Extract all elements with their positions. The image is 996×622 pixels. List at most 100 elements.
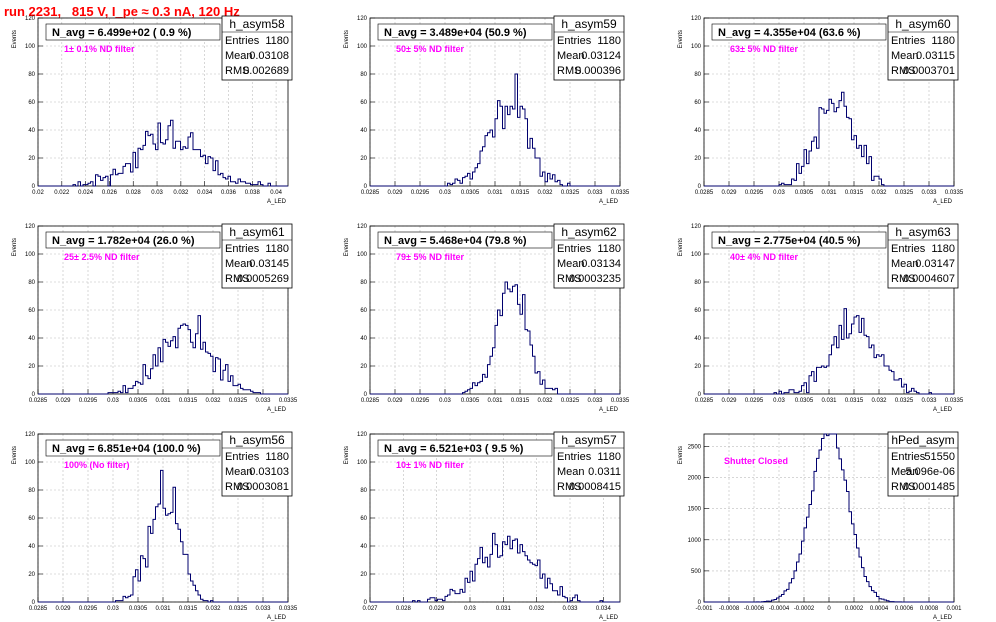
y-tick-label: 40 [360, 336, 367, 342]
stats-box [221, 223, 293, 289]
y-tick-label: 1000 [688, 538, 702, 544]
x-tick-label: 0.0305 [795, 398, 814, 404]
stats-key: RMS [891, 481, 915, 493]
histogram-series [370, 532, 620, 603]
y-tick-label: 80 [28, 72, 35, 78]
x-tick-label: 0.0006 [895, 606, 914, 612]
y-tick-label: 80 [360, 488, 367, 494]
stats-box [221, 15, 293, 81]
y-tick-label: 0 [698, 600, 702, 606]
stats-value: 0.0003081 [237, 481, 289, 493]
x-tick-label: 0.033 [587, 398, 603, 404]
x-tick-label: 0.033 [255, 398, 271, 404]
filter-label: 40± 4% ND filter [730, 252, 798, 262]
x-tick-label: 0.033 [562, 606, 578, 612]
x-axis-title: A_LED [267, 199, 287, 205]
histogram-series [704, 433, 954, 603]
x-tick-label: 0.0325 [561, 190, 580, 196]
y-tick-label: 60 [360, 308, 367, 314]
x-tick-label: 0.04 [270, 190, 282, 196]
x-tick-label: 0.0315 [511, 190, 530, 196]
navg-box [45, 439, 221, 457]
chart-h_asym58: 0.02 0.022 0.024 0.026 0.028 0.03 0.032 0.034 0.… [12, 15, 293, 205]
x-tick-label: 0.0325 [561, 398, 580, 404]
stats-value: 0.0003235 [569, 273, 621, 285]
x-tick-label: 0.0305 [129, 398, 148, 404]
navg-box [45, 231, 221, 249]
y-axis-title: Events [344, 238, 350, 256]
stats-value: 1180 [597, 243, 621, 255]
y-tick-label: 40 [360, 544, 367, 550]
x-tick-label: 0.02 [32, 190, 44, 196]
y-tick-label: 80 [28, 488, 35, 494]
y-tick-label: 0 [698, 392, 702, 398]
filter-label: 79± 5% ND filter [396, 252, 464, 262]
x-tick-label: 0.0004 [870, 606, 889, 612]
stats-title: hPed_asym [891, 433, 954, 447]
x-tick-label: 0.03 [107, 606, 119, 612]
stats-value: 0.0004607 [903, 273, 955, 285]
y-tick-label: 60 [360, 100, 367, 106]
x-tick-label: 0.031 [821, 398, 837, 404]
y-tick-label: 120 [691, 224, 702, 230]
x-tick-label: 0.0285 [29, 606, 48, 612]
x-tick-label: 0 [827, 606, 831, 612]
chart-h_asym61: 0.0285 0.029 0.0295 0.03 0.0305 0.031 0.0315 0.… [12, 223, 298, 413]
navg-box [377, 23, 553, 41]
x-tick-label: 0.03 [773, 398, 785, 404]
filter-label: 25± 2.5% ND filter [64, 252, 140, 262]
stats-key: Mean [225, 466, 253, 478]
stats-key: Entries [891, 35, 926, 47]
histogram-series [704, 91, 954, 187]
stats-key: Mean [557, 466, 585, 478]
y-axis-title: Events [12, 30, 18, 48]
x-tick-label: 0.03 [151, 190, 163, 196]
x-tick-label: 0.0315 [511, 398, 530, 404]
y-tick-label: 1500 [688, 507, 702, 513]
x-tick-label: 0.0335 [611, 398, 630, 404]
x-axis-title: A_LED [599, 615, 619, 621]
chart-hPed_asym: -0.001 -0.0008 -0.0006 -0.0004 -0.0002 0 0.000… [678, 431, 962, 621]
stats-title: h_asym62 [561, 225, 617, 239]
filter-label: 100% (No filter) [64, 460, 130, 470]
navg-label: N_avg = 6.499e+02 ( 0.9 %) [52, 27, 192, 39]
stats-key: Entries [225, 35, 260, 47]
x-tick-label: 0.032 [871, 398, 887, 404]
stats-value: 1180 [265, 35, 289, 47]
x-tick-label: 0.031 [821, 190, 837, 196]
stats-box [553, 431, 625, 497]
stats-key: Entries [557, 35, 592, 47]
y-tick-label: 100 [691, 44, 702, 50]
stats-value: 0.03103 [249, 466, 289, 478]
y-tick-label: 20 [360, 572, 367, 578]
x-tick-label: 0.0285 [29, 398, 48, 404]
x-tick-label: 0.029 [721, 398, 737, 404]
stats-value: 0.0001485 [903, 481, 955, 493]
x-tick-label: 0.032 [529, 606, 545, 612]
y-axis-title: Events [678, 446, 684, 464]
stats-box [221, 431, 293, 497]
x-tick-label: 0.029 [55, 398, 71, 404]
y-tick-label: 80 [694, 72, 701, 78]
y-tick-label: 20 [360, 364, 367, 370]
x-tick-label: 0.031 [487, 190, 503, 196]
y-tick-label: 0 [32, 600, 36, 606]
y-tick-label: 60 [360, 516, 367, 522]
chart-h_asym63: 0.0285 0.029 0.0295 0.03 0.0305 0.031 0.0315 0.… [678, 223, 964, 413]
y-tick-label: 100 [357, 460, 368, 466]
chart-h_asym56: 0.0285 0.029 0.0295 0.03 0.0305 0.031 0.0315 0.… [12, 431, 298, 621]
x-axis-title: A_LED [933, 199, 953, 205]
filter-label: 10± 1% ND filter [396, 460, 464, 470]
x-tick-label: 0.03 [107, 398, 119, 404]
stats-value: 1180 [265, 451, 289, 463]
stats-value: 0.0005269 [237, 273, 289, 285]
stats-key: RMS [557, 481, 581, 493]
stats-title: h_asym60 [895, 17, 951, 31]
x-tick-label: 0.022 [54, 190, 70, 196]
stats-box [553, 223, 625, 289]
x-tick-label: 0.031 [155, 398, 171, 404]
navg-box [377, 439, 553, 457]
y-tick-label: 20 [28, 364, 35, 370]
y-tick-label: 120 [357, 16, 368, 22]
y-tick-label: 40 [694, 128, 701, 134]
